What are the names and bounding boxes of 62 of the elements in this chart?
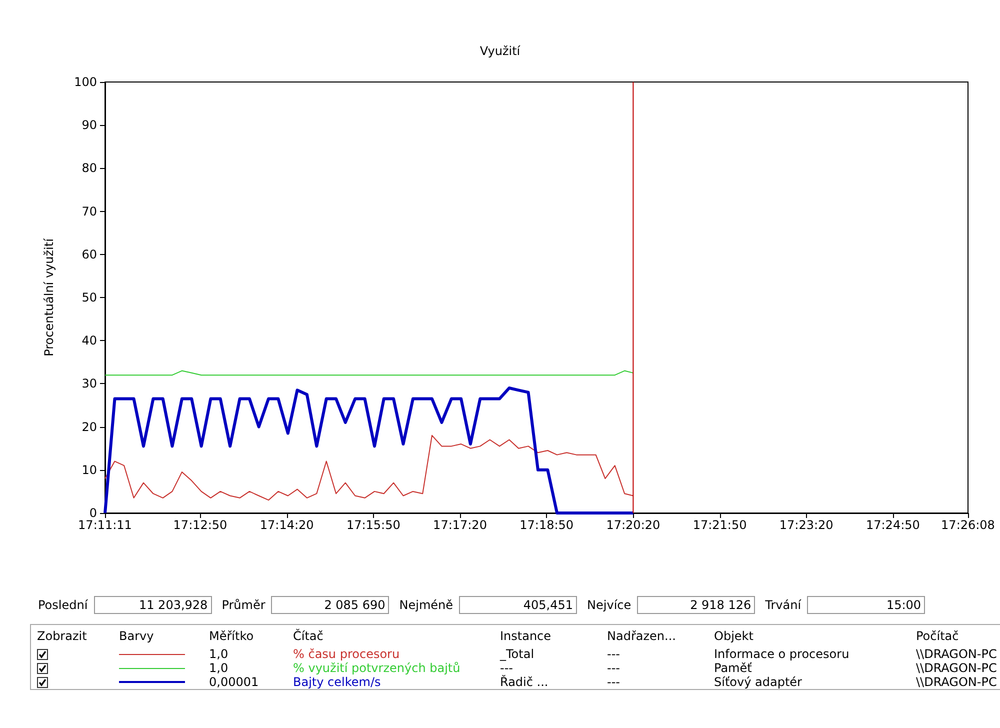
text: 11 203,928 [94,596,212,614]
x-tick-label: 17:15:50 [346,518,400,532]
x-tick-label: 17:26:08 [941,518,995,532]
text: 2 085 690 [271,596,390,614]
chart-title: Využití [480,44,521,58]
x-tick-label: 17:21:50 [692,518,747,532]
text: Trvání [765,598,802,612]
text: 1,0 [208,660,230,674]
text: --- [606,660,621,674]
text: 0,00001 [208,674,260,689]
y-tick-label: 20 [82,420,97,434]
text: 2 918 126 [637,596,756,614]
text: Objekt [713,628,754,645]
line-series [104,434,634,501]
text: Barvy [118,628,155,645]
text: Měřítko [208,628,255,645]
text: 405,451 [459,596,578,614]
text: Poslední [38,598,88,612]
y-tick-label: 10 [82,462,97,477]
text: \\DRAGON-PC [915,646,998,660]
line-series [104,386,635,514]
text: Průměr [222,598,266,612]
y-tick-label: 40 [82,334,97,348]
text: Bajty celkem/s [292,674,382,689]
text: 1,0 [208,646,230,660]
text: Instance [499,628,552,645]
y-tick-label: 60 [82,247,97,262]
text: --- [606,674,621,689]
x-tick-label: 17:20:20 [606,518,660,532]
text: 15:00 [807,596,926,614]
text: Počítač [915,628,960,645]
y-tick-label: 90 [82,118,97,132]
text: --- [500,660,513,674]
text: _Total [498,646,536,660]
text: % času procesoru [292,646,401,660]
text: Zobrazit [36,628,88,645]
y-tick-label: 80 [82,161,97,176]
text: Nejméně [399,598,454,612]
text: Řadič ... [499,674,550,689]
x-tick-label: 17:24:50 [866,518,920,532]
text: Informace o procesoru [713,646,850,660]
y-tick-label: 100 [74,75,97,89]
text: % využití potvrzených bajtů [292,660,462,674]
y-tick-label: 70 [82,204,97,218]
x-tick-label: 17:17:20 [433,518,487,532]
text: Paměť [713,660,753,674]
x-tick-label: 17:23:20 [779,518,834,532]
text: \\DRAGON-PC [915,674,998,689]
x-tick-label: 17:14:20 [260,518,314,532]
text: \\DRAGON-PC [915,660,998,674]
text: Čítač [292,628,324,645]
text: --- [606,646,621,660]
y-tick-label: 0 [89,506,97,520]
y-tick-label: 30 [82,376,97,391]
text: Síťový adaptér [713,674,803,689]
x-tick-label: 17:12:50 [173,518,228,532]
text: Nejvíce [587,598,632,612]
y-tick-label: 50 [82,290,97,304]
y-axis-title: Procentuální využití [42,238,56,356]
text: Nadřazen... [606,628,677,645]
x-tick-label: 17:18:50 [520,518,574,532]
x-tick-label: 17:11:11 [78,518,132,532]
